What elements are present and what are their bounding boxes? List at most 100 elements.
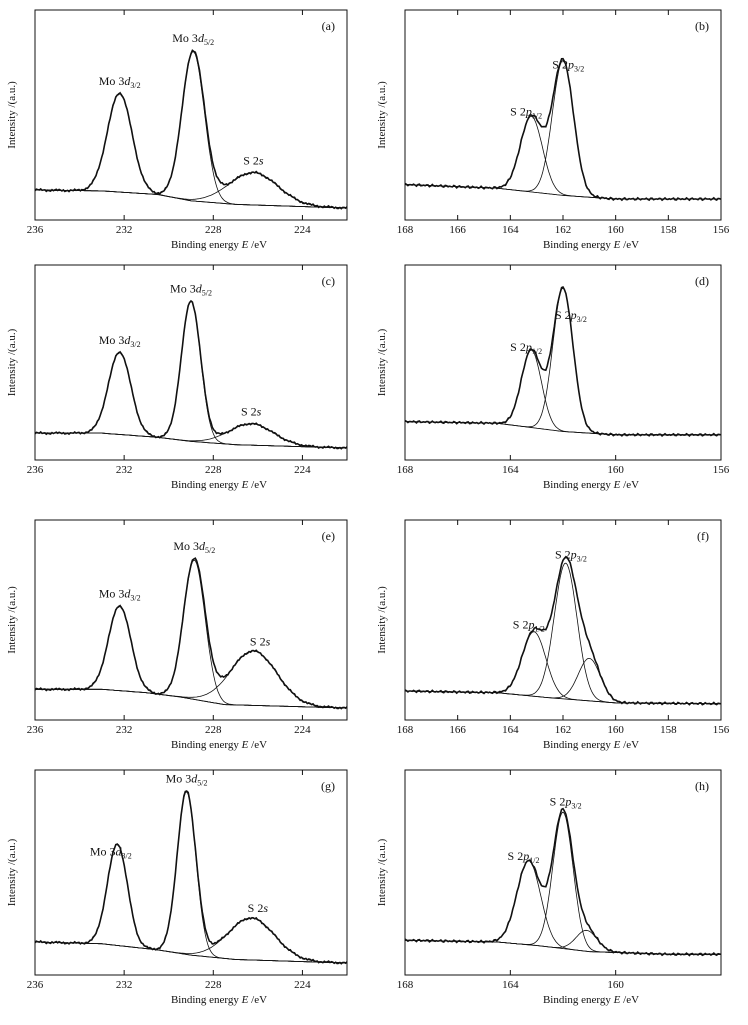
panel-g: 236 232 228 224 Binding energy E /eV Intensit…: [6, 769, 348, 1006]
x-tick-label: 164: [502, 724, 519, 736]
x-tick-label: 166: [449, 724, 466, 736]
x-tick-label: 232: [116, 224, 133, 236]
x-axis-label: Binding energy E /eV: [543, 479, 639, 491]
x-axis-label: Binding energy E /eV: [171, 994, 267, 1006]
peak-label: S 2s: [241, 405, 262, 419]
peak-label: S 2p3/2: [555, 308, 587, 324]
panel-c: 236 232 228 224 Binding energy E /eV Intensit…: [6, 264, 348, 491]
x-tick-label: 166: [449, 224, 466, 236]
measured-spectrum: [34, 557, 348, 710]
peak-label: S 2p3/2: [555, 547, 587, 563]
panel-h: 168 164 160 Binding energy E /eV Intensity /…: [376, 769, 722, 1006]
panel-f: 168 166 164 162 160 158 156 Binding energy E /e…: [376, 519, 730, 751]
x-tick-label: 228: [205, 979, 222, 991]
x-tick-label: 228: [205, 464, 222, 476]
plot-frame: [404, 769, 722, 976]
fit-component-s-2p1-2: [405, 860, 721, 955]
fit-component-s-2p3-2: [405, 562, 722, 705]
x-tick-label: 156: [713, 724, 730, 736]
panel-label: (f): [697, 529, 709, 543]
x-tick-label: 236: [27, 224, 44, 236]
peak-label: S 2p1/2: [513, 618, 545, 634]
peak-label: S 2p1/2: [508, 849, 540, 865]
x-tick-label: 232: [116, 979, 133, 991]
x-tick-label: 224: [294, 464, 311, 476]
x-axis-label: Binding energy E /eV: [171, 739, 267, 751]
plot-frame: [34, 264, 348, 461]
x-tick-label: 224: [294, 979, 311, 991]
measured-spectrum: [34, 49, 348, 210]
x-tick-label: 160: [607, 724, 624, 736]
x-tick-label: 168: [397, 464, 414, 476]
x-tick-label: 160: [607, 979, 624, 991]
peak-label: S 2p1/2: [510, 340, 542, 356]
panel-label: (g): [321, 779, 335, 793]
fit-component-s-2s: [35, 917, 348, 964]
measured-spectrum: [34, 299, 348, 450]
panel-e: 236 232 228 224 Binding energy E /eV Intensit…: [6, 519, 348, 751]
x-tick-label: 158: [660, 724, 677, 736]
x-tick-label: 162: [555, 724, 572, 736]
panel-label: (h): [695, 779, 709, 793]
y-axis-label: Intensity /(a.u.): [376, 81, 388, 149]
x-tick-label: 236: [27, 464, 44, 476]
peak-label: S 2s: [248, 901, 269, 915]
panel-a: 236 232 228 224 Binding energy E /eV Intensit…: [6, 9, 348, 251]
measured-spectrum: [404, 57, 722, 202]
peak-label: S 2p3/2: [552, 57, 584, 73]
x-tick-label: 168: [397, 224, 414, 236]
x-tick-label: 236: [27, 724, 44, 736]
panel-d: 168 164 160 156 Binding energy E /eV Intensit…: [376, 264, 730, 491]
x-tick-label: 164: [502, 464, 519, 476]
x-tick-label: 158: [660, 224, 677, 236]
y-axis-label: Intensity /(a.u.): [6, 328, 18, 396]
peak-label: Mo 3d3/2: [99, 333, 141, 349]
x-tick-label: 168: [397, 979, 414, 991]
background-line: [35, 941, 347, 964]
peak-label: S 2p3/2: [550, 795, 582, 811]
fit-component-mo-3d5-2: [35, 791, 347, 964]
measured-spectrum: [34, 790, 348, 965]
peak-label: Mo 3d5/2: [173, 539, 215, 555]
x-tick-label: 232: [116, 724, 133, 736]
y-axis-label: Intensity /(a.u.): [6, 586, 18, 654]
peak-label: Mo 3d5/2: [172, 31, 214, 47]
x-tick-label: 228: [205, 724, 222, 736]
panel-label: (e): [322, 529, 335, 543]
x-tick-label: 160: [607, 224, 624, 236]
plot-frame: [34, 519, 348, 721]
fit-component-s-2p3-2: [405, 811, 721, 955]
background-line: [35, 189, 347, 209]
x-tick-label: 164: [502, 224, 519, 236]
panel-label: (a): [322, 19, 335, 33]
x-tick-label: 168: [397, 724, 414, 736]
peak-label: S 2s: [243, 154, 264, 168]
fit-component-mo-3d5-2: [35, 51, 347, 209]
x-axis-label: Binding energy E /eV: [543, 239, 639, 251]
peak-label: Mo 3d5/2: [166, 772, 208, 788]
x-axis-label: Binding energy E /eV: [171, 479, 267, 491]
plot-frame: [34, 769, 348, 976]
x-tick-label: 224: [294, 724, 311, 736]
measured-spectrum: [404, 555, 722, 706]
panel-label: (b): [695, 19, 709, 33]
x-tick-label: 228: [205, 224, 222, 236]
x-tick-label: 156: [713, 464, 730, 476]
y-axis-label: Intensity /(a.u.): [376, 328, 388, 396]
peak-label: Mo 3d3/2: [99, 74, 141, 90]
x-tick-label: 236: [27, 979, 44, 991]
measured-spectrum: [404, 807, 722, 957]
plot-frame: [34, 9, 348, 221]
fit-component-s-2p3-2: [404, 59, 721, 200]
plot-frame: [404, 9, 722, 221]
x-axis-label: Binding energy E /eV: [543, 739, 639, 751]
y-axis-label: Intensity /(a.u.): [376, 838, 388, 906]
panel-label: (d): [695, 274, 709, 288]
peak-label: Mo 3d5/2: [170, 282, 212, 298]
fit-component-mo-3d5-2: [35, 300, 347, 449]
panel-label: (c): [322, 274, 335, 288]
measured-spectrum: [404, 285, 722, 437]
peak-label: S 2s: [250, 634, 271, 648]
peak-label: Mo 3d3/2: [99, 587, 141, 603]
